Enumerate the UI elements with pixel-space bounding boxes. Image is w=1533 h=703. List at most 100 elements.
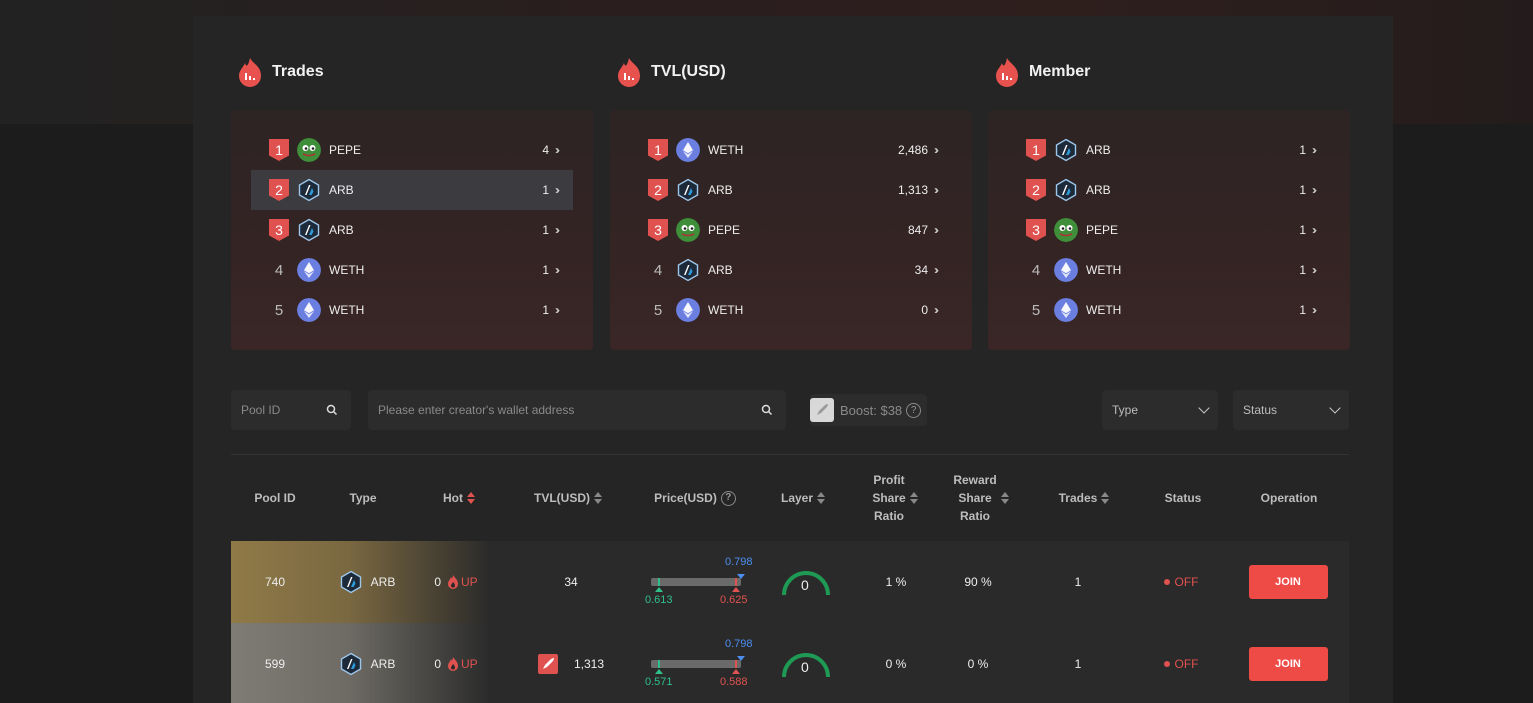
type-cell: ARB	[327, 541, 407, 623]
layer-value: 0	[801, 577, 809, 593]
help-icon[interactable]: ?	[906, 402, 922, 418]
trades-cell: 1	[1051, 541, 1105, 623]
ranking-row[interactable]: 1 PEPE 4 ››	[251, 130, 573, 170]
double-chevron-right-icon[interactable]: ››	[555, 223, 560, 237]
ranking-row[interactable]: 2 ARB 1 ››	[251, 170, 573, 210]
rank-medal-icon: 2	[648, 179, 668, 201]
tvl-cell: 34	[511, 541, 631, 623]
double-chevron-right-icon[interactable]: ››	[555, 263, 560, 277]
ranking-row[interactable]: 3 PEPE 1 ››	[1008, 210, 1330, 250]
ranking-row[interactable]: 2 ARB 1 ››	[1008, 170, 1330, 210]
tvl-value: 34	[564, 575, 578, 589]
table-row: 599 ARB 0 UP 1,313 0.798 0.571 0.588 0 0 % 0 % 1 OFF…	[231, 623, 1349, 703]
status-text: OFF	[1174, 575, 1199, 589]
ranking-value: 1	[1299, 143, 1306, 157]
th-layer[interactable]: Layer	[773, 471, 833, 525]
search-icon[interactable]	[760, 403, 774, 417]
rank-number: 4	[274, 261, 284, 279]
double-chevron-right-icon[interactable]: ››	[555, 303, 560, 317]
coin-name: WETH	[708, 143, 744, 157]
join-button[interactable]: JOIN	[1248, 647, 1328, 681]
ranking-row[interactable]: 4 ARB 34 ››	[630, 250, 952, 290]
ranking-row[interactable]: 4 WETH 1 ››	[251, 250, 573, 290]
th-trades[interactable]: Trades	[1049, 471, 1119, 525]
hot-value: 0	[434, 575, 441, 589]
ranking-row[interactable]: 5 WETH 0 ››	[630, 290, 952, 330]
sort-icon[interactable]	[467, 492, 475, 504]
ranking-row[interactable]: 3 ARB 1 ››	[251, 210, 573, 250]
price-current-marker	[735, 660, 737, 668]
ranking-row[interactable]: 4 WETH 1 ››	[1008, 250, 1330, 290]
pool-id: 599	[264, 657, 286, 671]
sort-icon[interactable]	[909, 492, 918, 504]
hot-value: 0	[434, 657, 441, 671]
weth-coin-icon	[297, 258, 321, 282]
ranking-card: 1 PEPE 4 ›› 2 ARB 1 ›› 3 ARB 1 ›› 4 WETH 1 ›› 5 WETH 1 ››	[231, 110, 593, 350]
type-select[interactable]: Type	[1102, 390, 1218, 430]
rank-medal-icon: 3	[269, 219, 289, 241]
ranking-row[interactable]: 3 PEPE 847 ››	[630, 210, 952, 250]
coin-name: ARB	[708, 183, 733, 197]
arb-coin-icon	[339, 652, 363, 676]
th-reward-share-ratio[interactable]: Reward Share Ratio	[945, 471, 1017, 525]
trades-value: 1	[1074, 575, 1082, 589]
ranking-row[interactable]: 1 ARB 1 ››	[1008, 130, 1330, 170]
double-chevron-right-icon[interactable]: ››	[934, 263, 939, 277]
th-profit-share-ratio[interactable]: Profit Share Ratio	[865, 471, 925, 525]
ranking-card: 1 ARB 1 ›› 2 ARB 1 ›› 3 PEPE 1 ›› 4 WETH 1 ›› 5 WETH 1 ››	[988, 110, 1350, 350]
ranking-value: 1	[1299, 303, 1306, 317]
layer-gauge: 0	[780, 649, 832, 679]
coin-name: ARB	[1086, 143, 1111, 157]
wallet-address-input[interactable]: Please enter creator's wallet address	[368, 390, 786, 430]
boost-button[interactable]: Boost: $38 ?	[810, 394, 928, 426]
arb-coin-icon	[1054, 178, 1078, 202]
sort-icon[interactable]	[817, 492, 826, 504]
double-chevron-right-icon[interactable]: ››	[934, 143, 939, 157]
double-chevron-right-icon[interactable]: ››	[1312, 143, 1317, 157]
search-icon[interactable]	[325, 403, 339, 417]
sort-icon[interactable]	[1000, 492, 1009, 504]
th-tvl[interactable]: TVL(USD)	[523, 471, 613, 525]
ranking-member: Member 1 ARB 1 ›› 2 ARB 1 ›› 3 PEPE 1 ›› 4 WETH 1 ›› 5 WE…	[988, 54, 1350, 350]
double-chevron-right-icon[interactable]: ››	[555, 143, 560, 157]
double-chevron-right-icon[interactable]: ››	[1312, 223, 1317, 237]
rank-medal-icon: 1	[1026, 139, 1046, 161]
double-chevron-right-icon[interactable]: ››	[934, 303, 939, 317]
th-hot[interactable]: Hot	[429, 471, 489, 525]
profit-share-cell: 0 %	[863, 623, 929, 703]
hot-cell: 0 UP	[421, 541, 491, 623]
double-chevron-right-icon[interactable]: ››	[934, 223, 939, 237]
ranking-row[interactable]: 5 WETH 1 ››	[1008, 290, 1330, 330]
join-button[interactable]: JOIN	[1248, 565, 1328, 599]
price-low-arrow	[655, 587, 663, 592]
weth-coin-icon	[1054, 258, 1078, 282]
double-chevron-right-icon[interactable]: ››	[934, 183, 939, 197]
ranking-row[interactable]: 5 WETH 1 ››	[251, 290, 573, 330]
sort-icon[interactable]	[1101, 492, 1110, 504]
pool-id-input[interactable]: Pool ID	[231, 390, 351, 430]
ranking-row[interactable]: 1 WETH 2,486 ››	[630, 130, 952, 170]
status-text: OFF	[1174, 657, 1199, 671]
sort-icon[interactable]	[594, 492, 602, 504]
pool-id-cell: 740	[245, 541, 305, 623]
double-chevron-right-icon[interactable]: ››	[1312, 303, 1317, 317]
double-chevron-right-icon[interactable]: ››	[555, 183, 560, 197]
weth-coin-icon	[1054, 298, 1078, 322]
layer-gauge: 0	[780, 567, 832, 597]
ranking-value: 1	[1299, 223, 1306, 237]
table-row: 740 ARB 0 UP 34 0.798 0.613 0.625 0 1 % 90 % 1 OFF JO…	[231, 541, 1349, 623]
weth-coin-icon	[297, 298, 321, 322]
price-low-arrow	[655, 669, 663, 674]
th-price: Price(USD) ?	[645, 471, 745, 525]
ranking-row[interactable]: 2 ARB 1,313 ››	[630, 170, 952, 210]
arb-coin-icon	[676, 258, 700, 282]
pepe-coin-icon	[676, 218, 700, 242]
price-current-arrow	[732, 669, 740, 674]
help-icon[interactable]: ?	[720, 490, 736, 506]
ranking-value: 1	[1299, 183, 1306, 197]
pool-id-cell: 599	[245, 623, 305, 703]
double-chevron-right-icon[interactable]: ››	[1312, 183, 1317, 197]
status-select[interactable]: Status	[1233, 390, 1349, 430]
double-chevron-right-icon[interactable]: ››	[1312, 263, 1317, 277]
status-cell: OFF	[1136, 541, 1226, 623]
